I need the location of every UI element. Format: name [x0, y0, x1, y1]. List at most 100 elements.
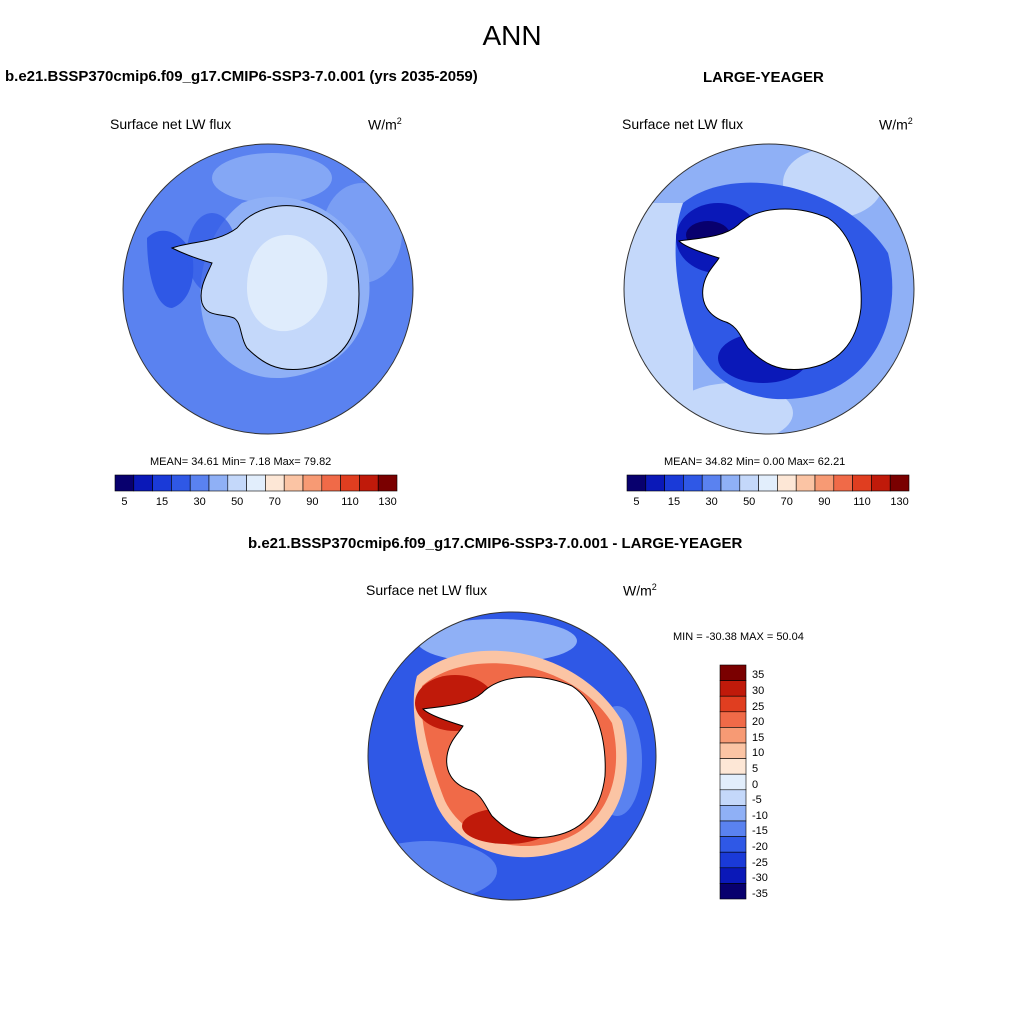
colorbar-swatch — [133, 474, 153, 492]
colorbar-swatch — [664, 474, 684, 492]
colorbar-tick-label: -30 — [752, 872, 768, 885]
colorbar-tick-label: 70 — [780, 496, 793, 508]
colorbar-swatch — [283, 474, 304, 492]
colorbar-swatch — [208, 474, 229, 492]
colorbar-tick-label: 130 — [378, 496, 397, 508]
obs-polar-map — [623, 143, 915, 435]
obs-variable-label: Surface net LW flux — [622, 116, 744, 132]
diff-stats: MIN = -30.38 MAX = 50.04 — [673, 631, 804, 643]
obs-units-label: W/m2 — [879, 116, 913, 133]
colorbar-swatch — [701, 474, 722, 492]
colorbar-swatch — [340, 474, 360, 492]
colorbar-swatch — [719, 867, 747, 884]
diff-colorbar-labels: 35 30 25 20 15 10 5 0 -5 -10 -15 -20 -25 -30 -35 — [752, 665, 792, 899]
colorbar-swatch — [189, 474, 210, 492]
colorbar-tick-label: 90 — [818, 496, 831, 508]
colorbar-swatch — [719, 851, 747, 869]
colorbar-tick-label: 90 — [306, 496, 319, 508]
colorbar-tick-label: 15 — [155, 496, 169, 508]
colorbar-tick-label: 25 — [752, 700, 765, 713]
colorbar-tick-label: 35 — [752, 669, 765, 682]
colorbar-tick-label: 30 — [705, 496, 718, 508]
model-colorbar — [114, 474, 398, 492]
colorbar-swatch — [152, 474, 172, 492]
colorbar-swatch — [852, 474, 872, 492]
colorbar-swatch — [720, 474, 741, 492]
model-polar-map — [122, 143, 414, 435]
colorbar-tick-label: 5 — [633, 496, 640, 508]
obs-stats: MEAN= 34.82 Min= 0.00 Max= 62.21 — [664, 456, 846, 468]
colorbar-swatch — [683, 474, 703, 492]
obs-panel-title: LARGE-YEAGER — [703, 69, 824, 86]
colorbar-swatch — [719, 773, 747, 791]
colorbar-swatch — [359, 474, 379, 492]
colorbar-tick-label: -5 — [752, 794, 762, 807]
colorbar-tick-label: 110 — [853, 496, 871, 508]
diff-colorbar — [719, 664, 747, 900]
colorbar-tick-label: -10 — [752, 809, 768, 822]
colorbar-swatch — [246, 474, 266, 492]
colorbar-tick-label: 5 — [752, 763, 759, 775]
colorbar-tick-label: -20 — [752, 841, 768, 853]
model-units-label: W/m2 — [368, 116, 402, 133]
colorbar-tick-label: 50 — [743, 496, 756, 508]
colorbar-swatch — [833, 474, 853, 492]
colorbar-tick-label: 130 — [890, 496, 909, 508]
colorbar-tick-label: 0 — [752, 778, 759, 791]
colorbar-swatch — [321, 474, 341, 492]
colorbar-swatch — [719, 664, 747, 681]
obs-colorbar-labels: 5 15 30 50 70 90 110 130 — [627, 496, 909, 510]
colorbar-tick-label: 15 — [752, 731, 765, 744]
colorbar-swatch — [302, 474, 323, 492]
colorbar-tick-label: 30 — [752, 685, 765, 697]
colorbar-swatch — [795, 474, 816, 492]
colorbar-swatch — [889, 474, 910, 492]
colorbar-tick-label: 5 — [121, 496, 128, 508]
colorbar-tick-label: 30 — [193, 496, 206, 508]
colorbar-tick-label: -15 — [752, 825, 768, 838]
colorbar-swatch — [719, 820, 747, 837]
model-colorbar-labels: 5 15 30 50 70 90 110 130 — [115, 496, 397, 510]
colorbar-swatch — [777, 474, 797, 492]
diff-polar-map — [367, 611, 657, 901]
colorbar-swatch — [719, 742, 747, 759]
colorbar-swatch — [719, 680, 747, 697]
colorbar-swatch — [758, 474, 778, 492]
colorbar-swatch — [719, 789, 747, 806]
model-panel-title: b.e21.BSSP370cmip6.f09_g17.CMIP6-SSP3-7.… — [5, 68, 478, 85]
obs-antarctica-coastline — [677, 208, 862, 371]
colorbar-tick-label: 70 — [268, 496, 281, 508]
colorbar-tick-label: 10 — [752, 747, 765, 760]
colorbar-swatch — [377, 474, 398, 492]
model-stats: MEAN= 34.61 Min= 7.18 Max= 79.82 — [150, 456, 332, 468]
colorbar-swatch — [114, 474, 135, 492]
colorbar-tick-label: 20 — [752, 716, 765, 729]
figure-title: ANN — [482, 20, 542, 51]
diff-panel-title: b.e21.BSSP370cmip6.f09_g17.CMIP6-SSP3-7.… — [248, 535, 743, 552]
colorbar-swatch — [719, 711, 747, 728]
model-variable-label: Surface net LW flux — [110, 116, 232, 132]
colorbar-swatch — [265, 474, 285, 492]
diff-units-label: W/m2 — [623, 582, 657, 599]
colorbar-swatch — [719, 758, 747, 775]
colorbar-swatch — [719, 883, 747, 900]
colorbar-tick-label: -25 — [752, 856, 768, 869]
colorbar-swatch — [814, 474, 835, 492]
colorbar-swatch — [227, 474, 247, 492]
colorbar-swatch — [171, 474, 191, 492]
colorbar-swatch — [719, 727, 747, 744]
colorbar-swatch — [871, 474, 891, 492]
colorbar-swatch — [719, 836, 747, 853]
diff-antarctica-coastline — [421, 676, 606, 839]
diff-variable-label: Surface net LW flux — [366, 582, 488, 598]
colorbar-swatch — [719, 805, 747, 822]
obs-colorbar — [626, 474, 910, 492]
colorbar-swatch — [626, 474, 647, 492]
colorbar-tick-label: 110 — [341, 496, 359, 508]
colorbar-tick-label: 50 — [231, 496, 244, 508]
colorbar-swatch — [645, 474, 665, 492]
colorbar-swatch — [719, 695, 747, 713]
colorbar-tick-label: -35 — [752, 887, 768, 900]
colorbar-swatch — [739, 474, 759, 492]
colorbar-tick-label: 15 — [667, 496, 681, 508]
